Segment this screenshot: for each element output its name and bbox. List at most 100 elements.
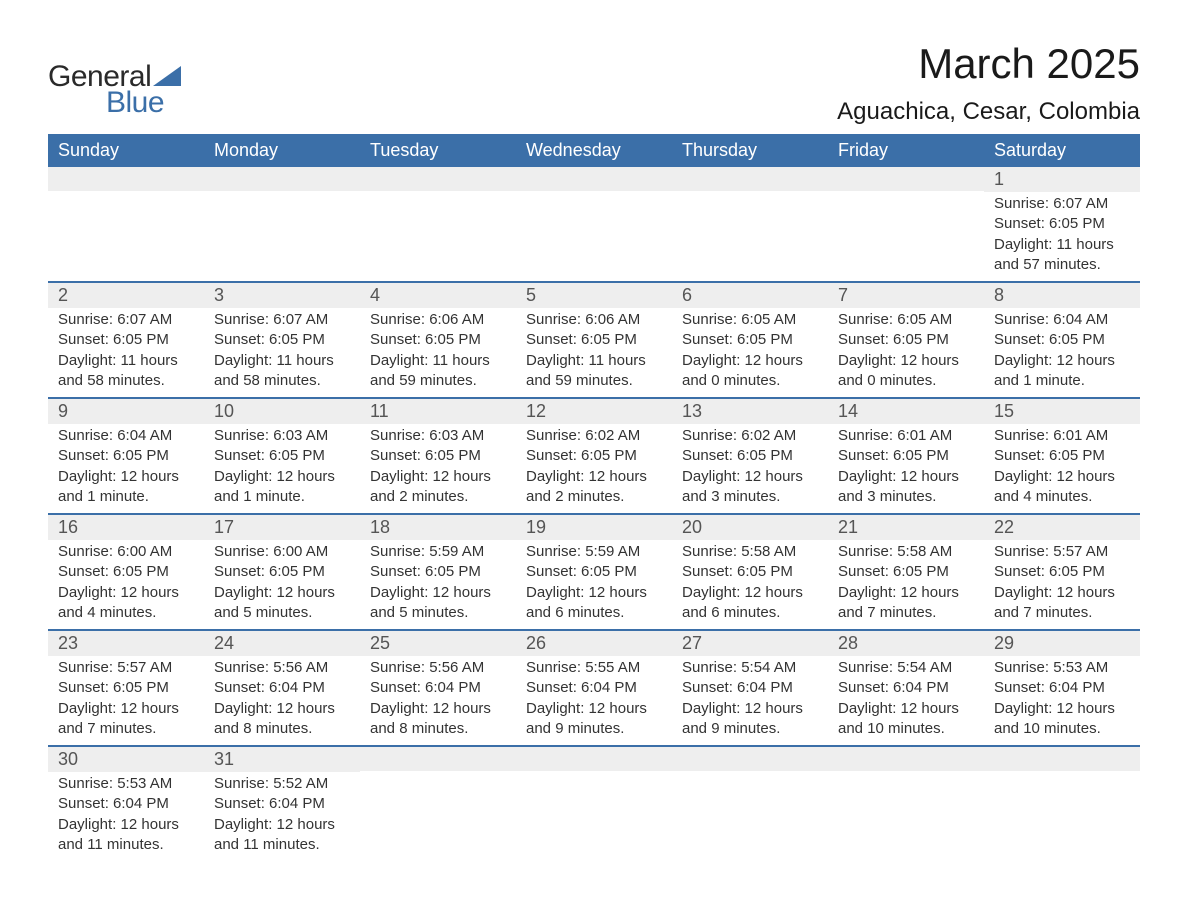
day-body: Sunrise: 5:57 AMSunset: 6:05 PMDaylight:… (48, 656, 204, 745)
sunset-line: Sunset: 6:05 PM (214, 446, 350, 466)
day-body: Sunrise: 5:54 AMSunset: 6:04 PMDaylight:… (672, 656, 828, 745)
weekday-header: Sunday (48, 134, 204, 167)
sunset-line: Sunset: 6:04 PM (682, 678, 818, 698)
day-number: 3 (204, 283, 360, 308)
daylight-line: Daylight: 12 hours and 5 minutes. (214, 583, 350, 624)
day-number: 29 (984, 631, 1140, 656)
sunrise-line: Sunrise: 6:03 AM (214, 426, 350, 446)
weekday-header: Wednesday (516, 134, 672, 167)
calendar-day-cell (516, 167, 672, 282)
sunrise-line: Sunrise: 6:03 AM (370, 426, 506, 446)
sunset-line: Sunset: 6:04 PM (994, 678, 1130, 698)
sunrise-line: Sunrise: 5:56 AM (370, 658, 506, 678)
day-body (48, 191, 204, 267)
calendar-day-cell (672, 167, 828, 282)
day-number (204, 167, 360, 191)
sunrise-line: Sunrise: 6:05 AM (682, 310, 818, 330)
weekday-header: Thursday (672, 134, 828, 167)
weekday-header: Tuesday (360, 134, 516, 167)
sunrise-line: Sunrise: 5:58 AM (838, 542, 974, 562)
calendar-day-cell: 31Sunrise: 5:52 AMSunset: 6:04 PMDayligh… (204, 746, 360, 861)
sunset-line: Sunset: 6:05 PM (214, 330, 350, 350)
daylight-line: Daylight: 12 hours and 1 minute. (214, 467, 350, 508)
sunset-line: Sunset: 6:05 PM (58, 678, 194, 698)
calendar-day-cell: 22Sunrise: 5:57 AMSunset: 6:05 PMDayligh… (984, 514, 1140, 630)
day-body: Sunrise: 6:00 AMSunset: 6:05 PMDaylight:… (48, 540, 204, 629)
daylight-line: Daylight: 12 hours and 2 minutes. (526, 467, 662, 508)
sunset-line: Sunset: 6:05 PM (682, 562, 818, 582)
day-body: Sunrise: 6:03 AMSunset: 6:05 PMDaylight:… (204, 424, 360, 513)
calendar-day-cell: 2Sunrise: 6:07 AMSunset: 6:05 PMDaylight… (48, 282, 204, 398)
day-number: 18 (360, 515, 516, 540)
day-number: 8 (984, 283, 1140, 308)
daylight-line: Daylight: 12 hours and 6 minutes. (526, 583, 662, 624)
daylight-line: Daylight: 12 hours and 2 minutes. (370, 467, 506, 508)
calendar-day-cell: 15Sunrise: 6:01 AMSunset: 6:05 PMDayligh… (984, 398, 1140, 514)
sunset-line: Sunset: 6:05 PM (526, 330, 662, 350)
daylight-line: Daylight: 12 hours and 6 minutes. (682, 583, 818, 624)
day-number (516, 167, 672, 191)
calendar-week-row: 9Sunrise: 6:04 AMSunset: 6:05 PMDaylight… (48, 398, 1140, 514)
sunset-line: Sunset: 6:05 PM (994, 446, 1130, 466)
calendar-day-cell: 18Sunrise: 5:59 AMSunset: 6:05 PMDayligh… (360, 514, 516, 630)
daylight-line: Daylight: 12 hours and 1 minute. (58, 467, 194, 508)
day-body: Sunrise: 5:52 AMSunset: 6:04 PMDaylight:… (204, 772, 360, 861)
daylight-line: Daylight: 11 hours and 58 minutes. (214, 351, 350, 392)
day-number (984, 747, 1140, 771)
day-body (360, 191, 516, 267)
day-number: 4 (360, 283, 516, 308)
daylight-line: Daylight: 11 hours and 59 minutes. (526, 351, 662, 392)
calendar-day-cell: 5Sunrise: 6:06 AMSunset: 6:05 PMDaylight… (516, 282, 672, 398)
sunrise-line: Sunrise: 6:05 AM (838, 310, 974, 330)
daylight-line: Daylight: 12 hours and 7 minutes. (58, 699, 194, 740)
title-block: March 2025 Aguachica, Cesar, Colombia (837, 40, 1140, 126)
daylight-line: Daylight: 11 hours and 57 minutes. (994, 235, 1130, 276)
day-body (516, 191, 672, 267)
day-number: 15 (984, 399, 1140, 424)
sunrise-line: Sunrise: 5:57 AM (994, 542, 1130, 562)
day-number (360, 167, 516, 191)
sunrise-line: Sunrise: 6:00 AM (214, 542, 350, 562)
day-number: 28 (828, 631, 984, 656)
sunrise-line: Sunrise: 6:07 AM (214, 310, 350, 330)
day-number: 13 (672, 399, 828, 424)
day-body: Sunrise: 6:07 AMSunset: 6:05 PMDaylight:… (204, 308, 360, 397)
calendar-day-cell: 8Sunrise: 6:04 AMSunset: 6:05 PMDaylight… (984, 282, 1140, 398)
calendar-day-cell (828, 167, 984, 282)
day-body: Sunrise: 6:03 AMSunset: 6:05 PMDaylight:… (360, 424, 516, 513)
sunset-line: Sunset: 6:05 PM (838, 446, 974, 466)
daylight-line: Daylight: 12 hours and 11 minutes. (58, 815, 194, 856)
sunset-line: Sunset: 6:05 PM (370, 562, 506, 582)
day-body: Sunrise: 5:57 AMSunset: 6:05 PMDaylight:… (984, 540, 1140, 629)
day-number: 11 (360, 399, 516, 424)
calendar-week-row: 30Sunrise: 5:53 AMSunset: 6:04 PMDayligh… (48, 746, 1140, 861)
sunrise-line: Sunrise: 6:07 AM (994, 194, 1130, 214)
day-number: 27 (672, 631, 828, 656)
calendar-day-cell (48, 167, 204, 282)
day-number: 12 (516, 399, 672, 424)
daylight-line: Daylight: 12 hours and 1 minute. (994, 351, 1130, 392)
day-body: Sunrise: 6:00 AMSunset: 6:05 PMDaylight:… (204, 540, 360, 629)
day-number: 19 (516, 515, 672, 540)
daylight-line: Daylight: 12 hours and 4 minutes. (994, 467, 1130, 508)
sunrise-line: Sunrise: 6:01 AM (838, 426, 974, 446)
day-body: Sunrise: 6:01 AMSunset: 6:05 PMDaylight:… (984, 424, 1140, 513)
daylight-line: Daylight: 12 hours and 8 minutes. (214, 699, 350, 740)
day-body (828, 191, 984, 267)
sunrise-line: Sunrise: 6:06 AM (370, 310, 506, 330)
day-number: 17 (204, 515, 360, 540)
calendar-week-row: 1Sunrise: 6:07 AMSunset: 6:05 PMDaylight… (48, 167, 1140, 282)
day-body: Sunrise: 5:59 AMSunset: 6:05 PMDaylight:… (360, 540, 516, 629)
day-number: 24 (204, 631, 360, 656)
day-body (360, 771, 516, 847)
header-row: General Blue March 2025 Aguachica, Cesar… (48, 40, 1140, 126)
calendar-day-cell: 11Sunrise: 6:03 AMSunset: 6:05 PMDayligh… (360, 398, 516, 514)
calendar-day-cell: 29Sunrise: 5:53 AMSunset: 6:04 PMDayligh… (984, 630, 1140, 746)
calendar-day-cell: 17Sunrise: 6:00 AMSunset: 6:05 PMDayligh… (204, 514, 360, 630)
day-body: Sunrise: 5:56 AMSunset: 6:04 PMDaylight:… (204, 656, 360, 745)
day-body: Sunrise: 5:58 AMSunset: 6:05 PMDaylight:… (828, 540, 984, 629)
calendar-day-cell: 4Sunrise: 6:06 AMSunset: 6:05 PMDaylight… (360, 282, 516, 398)
day-body (516, 771, 672, 847)
daylight-line: Daylight: 12 hours and 9 minutes. (526, 699, 662, 740)
sunset-line: Sunset: 6:05 PM (526, 446, 662, 466)
